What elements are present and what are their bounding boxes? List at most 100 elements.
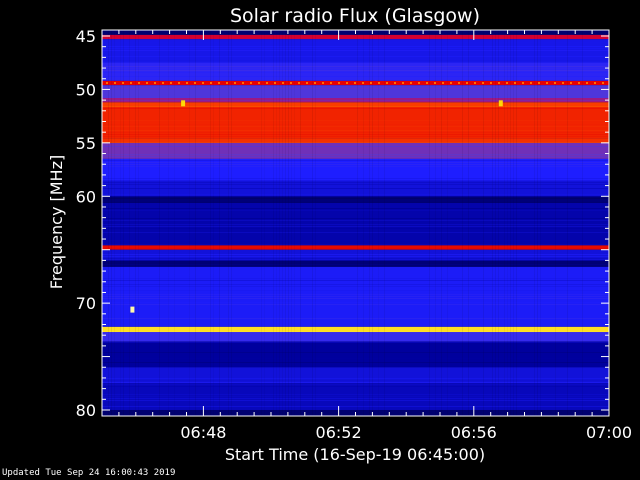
dot — [362, 82, 364, 85]
texture-column — [429, 30, 430, 416]
dot — [266, 82, 268, 85]
texture-line — [102, 142, 609, 143]
texture-column — [447, 30, 448, 416]
dot — [138, 82, 140, 85]
texture-line — [102, 188, 609, 189]
dot — [346, 82, 348, 85]
band-18 — [102, 326, 609, 332]
band-16 — [102, 260, 609, 267]
texture-column — [273, 30, 274, 416]
texture-column — [363, 30, 364, 416]
texture-line — [102, 194, 609, 195]
texture-line — [102, 296, 609, 297]
texture-line — [102, 60, 609, 61]
hotspot-2 — [130, 306, 135, 313]
dot — [338, 82, 340, 85]
texture-line — [102, 68, 609, 69]
band-12 — [102, 196, 609, 203]
texture-column — [159, 30, 160, 416]
texture-line — [102, 136, 609, 137]
updated-timestamp: Updated Tue Sep 24 16:00:43 2019 — [2, 468, 176, 478]
texture-column — [540, 30, 541, 416]
texture-line — [102, 382, 609, 383]
texture-column — [210, 30, 211, 416]
texture-line — [102, 128, 609, 129]
texture-line — [102, 76, 609, 77]
texture-column — [120, 30, 121, 416]
texture-line — [102, 208, 609, 209]
texture-column — [441, 30, 442, 416]
texture-column — [513, 30, 514, 416]
hotspot-0 — [181, 100, 186, 107]
dot — [314, 82, 316, 85]
texture-column — [483, 30, 484, 416]
texture-line — [102, 396, 609, 397]
texture-line — [102, 346, 609, 347]
texture-column — [315, 30, 316, 416]
texture-column — [495, 30, 496, 416]
texture-line — [102, 178, 609, 179]
dot — [394, 82, 396, 85]
texture-line — [102, 406, 609, 407]
dot — [290, 82, 292, 85]
dot — [122, 82, 124, 85]
texture-column — [567, 30, 568, 416]
texture-line — [102, 146, 609, 147]
texture-line — [102, 154, 609, 155]
dot — [282, 82, 284, 85]
dot — [170, 82, 172, 85]
band-0 — [102, 34, 609, 40]
texture-line — [102, 294, 609, 295]
texture-line — [102, 48, 609, 49]
band-19 — [102, 332, 609, 342]
texture-line — [102, 130, 609, 131]
dot — [418, 82, 420, 85]
texture-column — [279, 30, 280, 416]
dot — [202, 82, 204, 85]
texture-column — [228, 30, 229, 416]
dot — [426, 82, 428, 85]
texture-line — [102, 202, 609, 203]
texture-line — [102, 124, 609, 125]
texture-column — [276, 30, 277, 416]
texture-line — [102, 196, 609, 197]
texture-line — [102, 304, 609, 305]
dot — [370, 82, 372, 85]
texture-column — [492, 30, 493, 416]
dot — [546, 82, 548, 85]
texture-line — [102, 106, 609, 107]
dot — [498, 82, 500, 85]
texture-line — [102, 326, 609, 327]
dot — [354, 82, 356, 85]
texture-line — [102, 266, 609, 267]
texture-column — [504, 30, 505, 416]
texture-column — [516, 30, 517, 416]
texture-column — [468, 30, 469, 416]
x-axis-label: Start Time (16-Sep-19 06:45:00) — [225, 445, 485, 464]
dot — [322, 82, 324, 85]
texture-line — [102, 42, 609, 43]
y-axis: 45 50 55 60 70 80 — [76, 27, 609, 420]
texture-line — [102, 290, 609, 291]
texture-line — [102, 358, 609, 359]
dot — [154, 82, 156, 85]
texture-line — [102, 38, 609, 39]
texture-line — [102, 72, 609, 73]
dot — [562, 82, 564, 85]
y-axis-label: Frequency [MHz] — [47, 155, 66, 289]
texture-line — [102, 166, 609, 167]
texture-column — [261, 30, 262, 416]
dot — [274, 82, 276, 85]
y-tick-label: 55 — [76, 134, 96, 153]
texture-line — [102, 156, 609, 157]
texture-column — [264, 30, 265, 416]
texture-line — [102, 210, 609, 211]
texture-line — [102, 164, 609, 165]
texture-line — [102, 352, 609, 353]
texture-column — [285, 30, 286, 416]
texture-line — [102, 200, 609, 201]
texture-column — [231, 30, 232, 416]
dot — [258, 82, 260, 85]
dot — [114, 82, 116, 85]
texture-line — [102, 264, 609, 265]
